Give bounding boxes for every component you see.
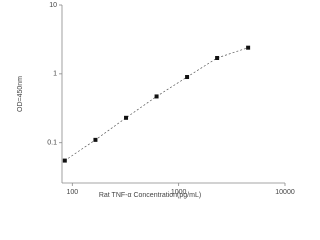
y-tick-label: 10 xyxy=(49,2,57,9)
data-point xyxy=(154,94,159,99)
data-point xyxy=(93,137,98,142)
fit-curve xyxy=(64,47,249,161)
page: {"chart_data": {"type": "scatter", "log_… xyxy=(16,1,295,199)
x-axis-label: Rat TNF-α Concentration(pg/mL) xyxy=(99,192,201,199)
chart: Rat TNF-α Concentration(pg/mL) OD=450nm … xyxy=(17,2,295,199)
data-point xyxy=(215,55,220,60)
y-tick-label: 0.1 xyxy=(47,140,57,147)
x-tick-label: 100 xyxy=(66,189,78,196)
y-axis-label: OD=450nm xyxy=(17,76,24,112)
data-point xyxy=(246,45,251,50)
data-point xyxy=(185,75,190,80)
x-tick-label: 10000 xyxy=(275,189,295,196)
data-point xyxy=(62,158,67,163)
data-point xyxy=(124,115,129,120)
y-tick-label: 1 xyxy=(53,71,57,78)
x-tick-label: 1000 xyxy=(171,189,187,196)
